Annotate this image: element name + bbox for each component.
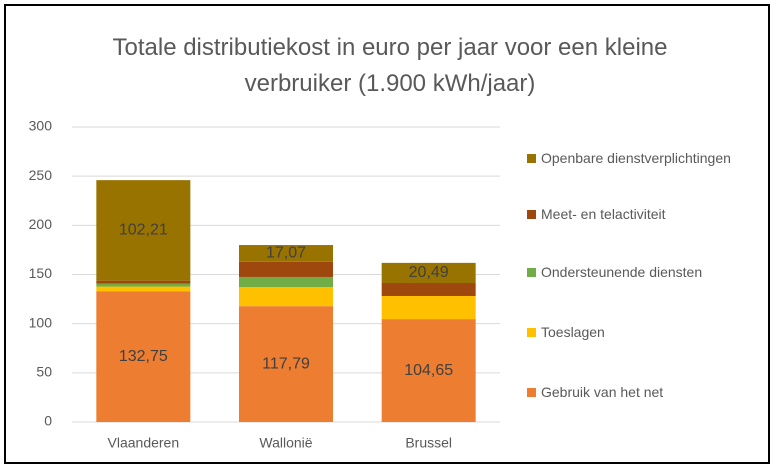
- data-label: 102,21: [119, 222, 168, 239]
- legend-swatch: [527, 328, 536, 337]
- legend-label: Openbare dienstverplichtingen: [541, 150, 731, 166]
- bar-segment: [96, 283, 191, 287]
- bar-segment: [381, 319, 476, 422]
- y-tick-label: 100: [29, 314, 53, 330]
- bar-segment: [239, 286, 333, 307]
- bar-segment: [96, 291, 191, 422]
- y-tick-label: 0: [44, 413, 52, 429]
- legend-swatch: [527, 268, 536, 277]
- data-label: 132,75: [119, 348, 168, 365]
- bar-segment: [96, 286, 191, 292]
- legend-swatch: [527, 388, 536, 397]
- legend-label: Toeslagen: [541, 324, 605, 340]
- legend-label: Meet- en telactiviteit: [541, 206, 666, 222]
- bar-segment: [239, 245, 333, 262]
- bar-segment: [239, 306, 333, 422]
- data-label: 17,07: [266, 245, 306, 262]
- bar-segment: [381, 283, 476, 296]
- y-tick-label: 250: [29, 167, 53, 183]
- bar-segment: [239, 276, 333, 287]
- x-tick-label: Wallonië: [259, 435, 312, 451]
- bar-segment: [96, 180, 191, 281]
- chart-title: Totale distributiekost in euro per jaar …: [112, 34, 668, 97]
- data-label: 20,49: [409, 264, 449, 281]
- bar-segment: [381, 262, 476, 284]
- y-tick-label: 150: [29, 265, 53, 281]
- x-tick-label: Brussel: [405, 435, 452, 451]
- y-tick-label: 300: [29, 118, 53, 134]
- frame: [4, 4, 770, 464]
- bar-segment: [239, 261, 333, 277]
- data-label: 117,79: [262, 355, 310, 372]
- x-tick-label: Vlaanderen: [108, 435, 180, 451]
- bar-segment: [381, 295, 476, 320]
- legend-swatch: [527, 154, 536, 163]
- legend-label: Ondersteunende diensten: [541, 264, 703, 280]
- data-label: 104,65: [404, 362, 453, 379]
- y-tick-label: 50: [36, 364, 52, 380]
- legend-label: Gebruik van het net: [541, 384, 664, 400]
- bar-segment: [96, 280, 191, 284]
- y-tick-label: 200: [29, 216, 53, 232]
- legend-swatch: [527, 210, 536, 219]
